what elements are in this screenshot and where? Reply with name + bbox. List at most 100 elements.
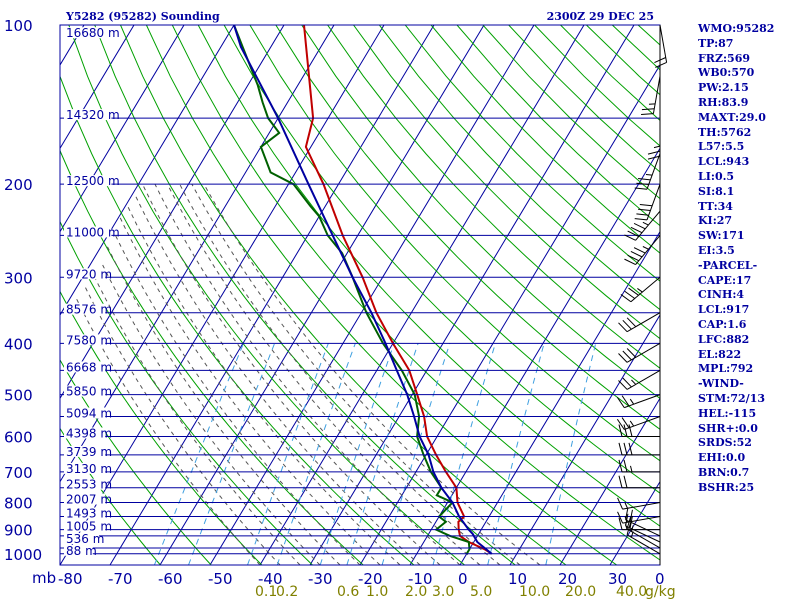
wind-barb	[647, 118, 661, 160]
index-item: SRDS:52	[698, 436, 752, 450]
wind-barb	[634, 153, 661, 190]
temperature-tick: -60	[158, 570, 183, 588]
temperature-tick: 0	[458, 570, 468, 588]
mixing-ratio-label: 0.6	[337, 584, 359, 600]
height-label: 88 m	[66, 544, 97, 558]
index-item: FRZ:569	[698, 51, 751, 65]
mixing-ratio-label: 0.1	[255, 584, 277, 600]
height-label: 1493 m	[66, 506, 112, 520]
index-item: SHR+:0.0	[698, 421, 758, 435]
temperature-tick: 20	[558, 570, 577, 588]
dry-adiabat-line	[60, 74, 415, 565]
mixing-ratio-line	[153, 343, 244, 565]
mixing-ratio-label: 5.0	[470, 584, 492, 600]
mixing-ratio-line	[545, 343, 597, 565]
index-item: TH:5762	[698, 125, 752, 139]
temperature-tick: -80	[58, 570, 83, 588]
mixing-ratio-line	[346, 343, 419, 565]
index-item: RH:83.9	[698, 95, 749, 109]
index-item: L57:5.5	[698, 140, 745, 154]
index-item: EL:822	[698, 347, 742, 361]
dry-adiabat-line	[60, 427, 161, 565]
wind-barb	[624, 210, 661, 241]
pressure-label: 100	[4, 17, 33, 35]
dry-adiabat-line	[249, 25, 660, 462]
moist-adiabat-line	[115, 235, 361, 565]
moist-adiabat-line	[119, 216, 381, 565]
height-label: 11000 m	[66, 225, 120, 239]
index-item: STM:72/13	[698, 391, 765, 405]
chart-datetime: 2300Z 29 DEC 25	[547, 10, 654, 23]
index-item: BRN:0.7	[698, 465, 750, 479]
isotherm-line	[409, 147, 660, 565]
index-item: -PARCEL-	[698, 258, 758, 272]
pressure-label: 200	[4, 176, 33, 194]
pressure-label: 400	[4, 335, 33, 353]
moist-adiabat-line	[179, 183, 501, 565]
index-item: LCL:917	[698, 303, 750, 317]
moist-adiabat-line	[191, 183, 521, 565]
temperature-tick: -40	[258, 570, 283, 588]
dry-adiabat-line	[327, 25, 660, 369]
temperature-tick: 30	[608, 570, 627, 588]
index-item: CAP:1.6	[698, 317, 747, 331]
isotherm-line	[259, 25, 585, 565]
height-label: 3739 m	[66, 445, 112, 459]
isotherm-line	[60, 25, 285, 400]
height-label: 4398 m	[66, 426, 112, 440]
index-item: MPL:792	[698, 362, 754, 376]
moist-adiabat-line	[83, 284, 281, 565]
isotherm-line	[0, 25, 34, 565]
height-label: 2553 m	[66, 478, 112, 492]
dry-adiabat-line	[120, 25, 567, 565]
mixing-ratio-label: 40.0	[616, 584, 647, 600]
height-label: 5850 m	[66, 385, 112, 399]
height-label: 12500 m	[66, 174, 120, 188]
wind-barb	[618, 442, 660, 456]
mixing-ratio-line	[188, 343, 276, 565]
mixing-ratio-label: 20.0	[565, 584, 596, 600]
moist-adiabat-line	[105, 244, 341, 565]
height-label: 14320 m	[66, 108, 120, 122]
height-label: 2007 m	[66, 493, 112, 507]
dry-adiabat-line	[275, 25, 660, 430]
index-item: LFC:882	[698, 332, 750, 346]
pressure-label: 800	[4, 495, 33, 513]
pressure-label: 700	[4, 464, 33, 482]
dry-adiabat-line	[60, 149, 364, 565]
index-item: EI:3.5	[698, 243, 735, 257]
index-item: HEL:-115	[698, 406, 757, 420]
index-item: TT:34	[698, 199, 733, 213]
height-label: 1005 m	[66, 520, 112, 534]
mixing-ratio-line	[432, 343, 496, 565]
dry-adiabat-line	[430, 25, 660, 254]
isotherm-line	[60, 25, 185, 233]
pressure-label: 1000	[4, 546, 42, 564]
isotherm-line	[60, 25, 235, 316]
wind-barb	[618, 424, 660, 437]
wind-barb	[618, 475, 660, 489]
dry-adiabat-line	[94, 25, 516, 565]
moist-adiabat-line	[134, 195, 421, 565]
mixing-ratio-line	[247, 343, 329, 565]
wind-barb	[641, 76, 661, 116]
height-label: 16680 m	[66, 26, 120, 40]
temperature-tick: -50	[208, 570, 233, 588]
temperature-tick: -20	[358, 570, 383, 588]
moist-adiabat-line	[127, 205, 401, 565]
index-item: LCL:943	[698, 155, 750, 169]
index-item: KI:27	[698, 214, 733, 228]
isotherm-line	[359, 64, 660, 565]
isotherm-line	[60, 25, 385, 565]
isotherm-line	[509, 314, 660, 565]
index-item: CAPE:17	[698, 273, 752, 287]
mixing-ratio-line	[276, 343, 356, 565]
indices-panel: WMO:95282 TP:87 FRZ:569 WB0:570 PW:2.15 RH:83…	[698, 22, 800, 496]
pressure-label: 600	[4, 428, 33, 446]
mixing-ratio-label: 0.2	[276, 584, 298, 600]
index-item: MAXT:29.0	[698, 110, 766, 124]
index-item: WMO:95282	[698, 22, 775, 35]
mixing-ratio-label: g/kg	[645, 584, 676, 600]
wind-barb	[617, 497, 661, 510]
